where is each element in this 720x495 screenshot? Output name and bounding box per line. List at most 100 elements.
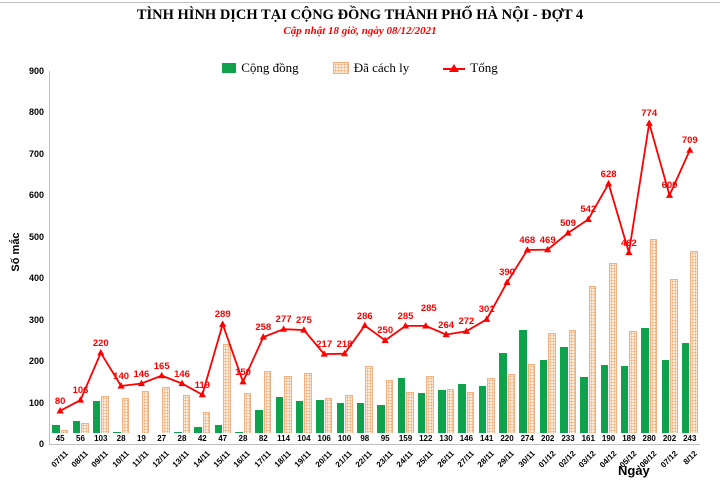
total-value-label: 628: [600, 168, 617, 180]
line-point-marker: [381, 336, 389, 343]
chart-subtitle: Cập nhật 18 giờ, ngày 08/12/2021: [283, 25, 437, 37]
legend-item-total: Tổng: [443, 60, 498, 76]
total-value-label: 600: [661, 180, 678, 192]
bar-quarantine: [629, 330, 637, 444]
bar-value-label: 159: [395, 433, 416, 444]
bar-value-label: 202: [537, 433, 558, 444]
x-tick-label: 25/11: [414, 449, 436, 470]
x-tick-label: 09/11: [89, 449, 111, 470]
bar-quarantine: [670, 279, 678, 444]
total-value-label: 80: [54, 395, 66, 407]
x-tick-label: 20/11: [313, 449, 334, 470]
line-point-marker: [564, 229, 572, 236]
bar-value-label: 28: [233, 433, 253, 444]
line-point-marker: [320, 350, 328, 357]
line-point-marker: [401, 322, 410, 329]
y-tick-label: 500: [28, 231, 44, 242]
bar-quarantine: [527, 363, 536, 444]
x-tick-label: 02/12: [556, 449, 578, 470]
line-point-marker: [300, 326, 308, 333]
bar-community: [641, 328, 649, 444]
line-point-marker: [219, 320, 227, 327]
bar-value-label: 114: [273, 433, 294, 444]
bar-value-label: 146: [456, 433, 477, 444]
bar-value-label: 100: [334, 433, 355, 444]
bar-community: [458, 383, 466, 444]
bar-value-label: 190: [598, 433, 619, 444]
x-tick-label: 17/11: [252, 449, 273, 470]
top-border-line: [0, 2, 720, 3]
bar-value-label: 243: [679, 433, 700, 444]
total-value-label: 150: [235, 366, 251, 378]
x-tick-label: 04/12: [597, 449, 618, 470]
total-value-label: 277: [275, 314, 292, 326]
legend: Cộng đồng Đã cách ly Tổng: [0, 60, 720, 76]
bar-quarantine: [609, 262, 617, 444]
x-tick-label: 01/12: [536, 449, 558, 470]
total-value-label: 285: [420, 302, 437, 314]
bar-community: [560, 347, 568, 444]
legend-item-community: Cộng đồng: [222, 60, 299, 76]
bar-community: [681, 343, 690, 444]
bar-value-label: 42: [192, 433, 213, 444]
x-tick-label: 30/11: [516, 449, 537, 470]
x-tick-label: 24/11: [394, 449, 415, 470]
x-tick-label: 23/11: [374, 449, 395, 470]
x-tick-label: 07/12: [658, 449, 679, 470]
line-point-marker: [686, 146, 694, 153]
line-point-marker: [503, 278, 511, 285]
bar-quarantine: [649, 239, 658, 444]
y-tick-label: 700: [28, 148, 44, 159]
x-tick-label: 03/12: [577, 449, 598, 470]
line-point-marker: [259, 333, 267, 340]
y-tick-label: 400: [28, 273, 44, 284]
x-axis-line: [49, 444, 700, 445]
legend-label-total: Tổng: [470, 60, 498, 75]
line-point-marker: [340, 349, 349, 357]
x-tick-label: 07/11: [49, 449, 70, 470]
bar-community: [478, 385, 487, 444]
y-tick-label: 200: [28, 356, 44, 367]
legend-label-quarantine: Đã cách ly: [353, 60, 410, 75]
legend-label-community: Cộng đồng: [241, 60, 299, 75]
x-axis-title: Ngày: [618, 463, 650, 478]
x-tick-label: 28/11: [475, 449, 497, 470]
chart-title: TÌNH HÌNH DỊCH TẠI CỘNG ĐỒNG THÀNH PHỐ H…: [136, 7, 584, 23]
y-tick-label: 0: [38, 439, 44, 449]
x-tick-label: 8/12: [681, 449, 700, 467]
x-tick-label: 10/11: [110, 449, 131, 470]
bar-value-label: 220: [497, 433, 517, 444]
bar-value-label: 280: [639, 433, 660, 444]
x-tick-label: 18/11: [272, 449, 293, 470]
line-point-marker: [442, 330, 450, 338]
bar-community: [356, 403, 365, 444]
total-value-label: 286: [356, 310, 373, 322]
bar-community: [275, 396, 284, 444]
x-tick-label: 11/11: [130, 449, 151, 469]
bar-value-label: 28: [172, 433, 192, 444]
x-tick-label: 29/11: [496, 449, 517, 470]
bar-value-label: 274: [517, 433, 538, 444]
x-tick-label: 14/11: [191, 449, 212, 470]
x-tick-label: 27/11: [455, 449, 476, 470]
y-axis-line: [49, 71, 50, 444]
bar-community: [661, 360, 669, 444]
bar-value-label: 103: [90, 433, 111, 444]
total-value-label: 264: [438, 319, 455, 331]
line-point-marker: [523, 246, 531, 253]
bar-community: [417, 393, 426, 444]
total-value-label: 272: [458, 316, 475, 328]
y-tick-label: 300: [28, 314, 44, 325]
line-point-marker: [137, 379, 146, 387]
total-value-label: 289: [214, 309, 231, 321]
bar-quarantine: [588, 286, 597, 444]
bar-community: [539, 360, 548, 444]
line-point-marker: [604, 179, 613, 187]
bar-value-label: 27: [151, 433, 172, 444]
total-value-label: 390: [499, 267, 515, 279]
line-point-marker: [584, 215, 592, 222]
total-value-label: 146: [133, 368, 150, 380]
line-point-marker: [665, 191, 674, 198]
x-tick-label: 21/11: [333, 449, 354, 470]
line-point-marker: [76, 396, 85, 403]
